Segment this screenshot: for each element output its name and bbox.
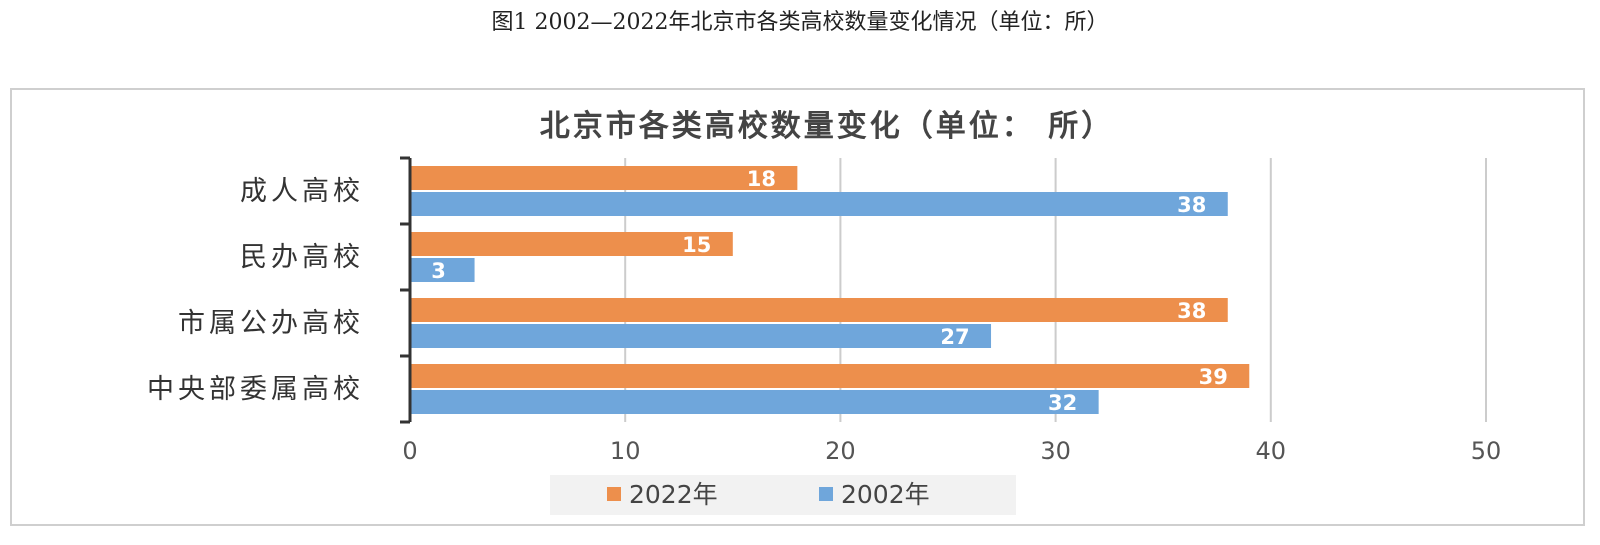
- tick-labels: 0 10 20 30 40 50: [402, 437, 1501, 465]
- data-label: 3: [431, 259, 446, 283]
- legend-swatch: [819, 487, 833, 501]
- category-label: 民办高校: [240, 242, 364, 273]
- x-tick-label: 50: [1471, 437, 1502, 465]
- category-axis: [400, 156, 412, 424]
- x-tick-label: 0: [402, 437, 417, 465]
- bar: [410, 166, 798, 190]
- bar: [410, 364, 1250, 388]
- x-tick-label: 40: [1256, 437, 1287, 465]
- legend-background: [550, 475, 1016, 515]
- chart-title: 北京市各类高校数量变化（单位： 所）: [540, 109, 1114, 144]
- bar-chart: 北京市各类高校数量变化（单位： 所） 成人高校民办高校市属公办高校中央部委属高校…: [147, 109, 1501, 515]
- data-label: 38: [1177, 299, 1206, 323]
- x-tick-label: 20: [825, 437, 856, 465]
- bar: [410, 390, 1099, 414]
- bar: [410, 258, 475, 282]
- data-labels: 18 38 15 3 38 27 39 32: [431, 167, 1228, 415]
- data-label: 15: [682, 233, 711, 257]
- category-label: 市属公办高校: [178, 308, 364, 339]
- chart-frame: 北京市各类高校数量变化（单位： 所） 成人高校民办高校市属公办高校中央部委属高校…: [10, 88, 1585, 526]
- bar: [410, 298, 1228, 322]
- category-label: 成人高校: [240, 176, 364, 207]
- category-label: 中央部委属高校: [147, 374, 364, 405]
- legend-swatch: [607, 487, 621, 501]
- bar: [410, 192, 1228, 216]
- legend-label: 2022年: [629, 480, 718, 509]
- bar: [410, 232, 733, 256]
- data-label: 18: [747, 167, 776, 191]
- figure-caption: 图1 2002—2022年北京市各类高校数量变化情况（单位：所）: [491, 10, 1109, 35]
- bar: [410, 324, 992, 348]
- data-label: 32: [1048, 391, 1077, 415]
- x-tick-label: 10: [610, 437, 641, 465]
- data-label: 39: [1199, 365, 1228, 389]
- bars: [410, 166, 1250, 414]
- data-label: 27: [940, 325, 969, 349]
- legend: 2022年 2002年: [607, 480, 930, 509]
- x-tick-label: 30: [1040, 437, 1071, 465]
- data-label: 38: [1177, 193, 1206, 217]
- legend-label: 2002年: [841, 480, 930, 509]
